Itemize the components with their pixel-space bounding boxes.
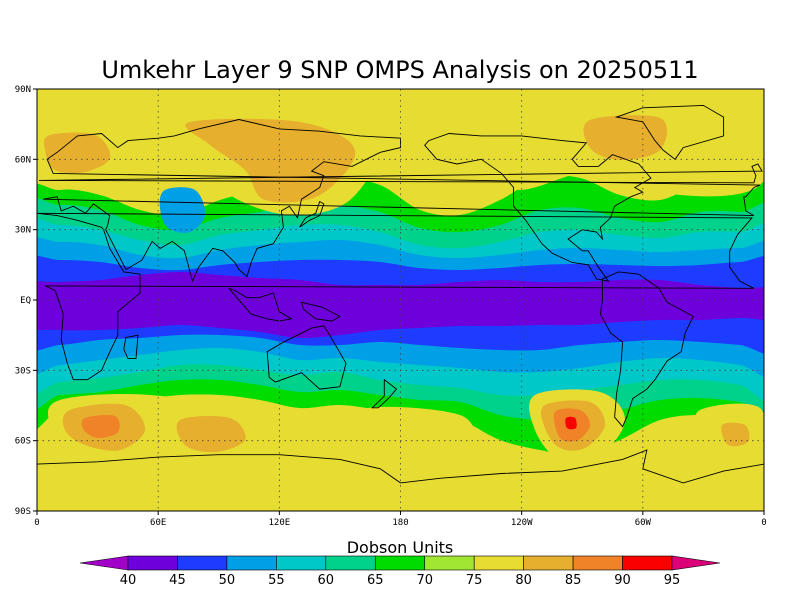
colorbar-cell <box>276 555 327 571</box>
coast-south-america <box>599 271 694 428</box>
lat-tick-label: 90S <box>15 507 31 517</box>
colorbar-label: 40 <box>120 573 137 588</box>
colorbar-labels: 40 45 50 55 60 65 70 75 80 85 90 95 <box>120 573 681 588</box>
map-title: Umkehr Layer 9 SNP OMPS Analysis on 2025… <box>101 56 698 84</box>
latitude-tick-labels: 90N 60N 30N EQ 30S 60S 90S <box>15 85 37 517</box>
colorbar-high-arrow <box>671 555 721 571</box>
lon-tick-label: 60W <box>635 518 652 528</box>
coastlines <box>37 104 764 511</box>
colorbar-label: 90 <box>614 573 631 588</box>
colorbar-label: 55 <box>268 573 285 588</box>
graticule <box>37 89 764 511</box>
lon-tick-label: 0 <box>761 518 766 528</box>
coast-antarctica <box>37 449 764 511</box>
colorbar-label: 80 <box>515 573 532 588</box>
colorbar-label: 95 <box>664 573 681 588</box>
colorbar-cell <box>226 555 277 571</box>
contour-north-orange-1 <box>44 132 111 174</box>
lat-tick-label: 60S <box>15 437 31 447</box>
lon-tick-label: 120W <box>511 518 533 528</box>
contour-north-yellow-3 <box>427 114 764 197</box>
colorbar-cell <box>374 555 426 571</box>
colorbar-cell <box>424 555 475 571</box>
colorbar-label: 75 <box>466 573 483 588</box>
colorbar-label: 45 <box>169 573 186 588</box>
coast-uk <box>38 163 763 184</box>
colorbar-label: 65 <box>367 573 384 588</box>
lon-tick-label: 0 <box>34 518 39 528</box>
lon-tick-label: 120E <box>268 518 290 528</box>
map-plot-area <box>36 88 765 512</box>
colorbar-cell <box>473 555 524 571</box>
lat-tick-label: 60N <box>15 155 31 165</box>
coast-europe-asia <box>43 119 761 283</box>
coast-japan <box>299 200 325 228</box>
contour-south-yellow-4 <box>353 406 475 471</box>
contour-band-40-45 <box>37 272 764 339</box>
colorbar-cell <box>177 555 228 571</box>
lat-tick-label: EQ <box>20 296 31 306</box>
coast-africa <box>37 212 755 381</box>
colorbar-cell <box>622 555 673 571</box>
lat-tick-label: 90N <box>15 85 31 95</box>
colorbar-low-arrow <box>79 555 129 571</box>
contour-south-orange-3 <box>176 415 246 453</box>
lat-tick-label: 30N <box>15 226 31 236</box>
colorbar-label: 50 <box>219 573 236 588</box>
colorbar-label: 60 <box>318 573 335 588</box>
colorbar-cells <box>79 555 721 571</box>
colorbar: Dobson Units 40 45 50 55 60 65 70 75 80 85 90 95 <box>79 538 721 588</box>
colorbar-label: 70 <box>416 573 433 588</box>
colorbar-cell <box>325 555 376 571</box>
colorbar-cell <box>523 555 574 571</box>
coast-indonesia <box>228 287 293 322</box>
lon-tick-label: 180 <box>392 518 408 528</box>
coast-madagascar <box>123 334 139 360</box>
contour-north-blue-spot <box>159 187 206 233</box>
contour-south-orange-2 <box>81 414 120 439</box>
colorbar-label: 85 <box>565 573 582 588</box>
colorbar-cell <box>127 555 178 571</box>
colorbar-title: Dobson Units <box>347 538 454 557</box>
coast-new-zealand <box>371 378 398 409</box>
colorbar-cell <box>572 555 623 571</box>
coast-new-guinea <box>300 301 341 322</box>
coast-greenland <box>614 104 725 160</box>
longitude-tick-labels: 0 60E 120E 180 120W 60W 0 <box>34 511 767 528</box>
lat-tick-label: 30S <box>15 366 31 376</box>
contour-south-red <box>565 416 577 430</box>
lon-tick-label: 60E <box>150 518 166 528</box>
